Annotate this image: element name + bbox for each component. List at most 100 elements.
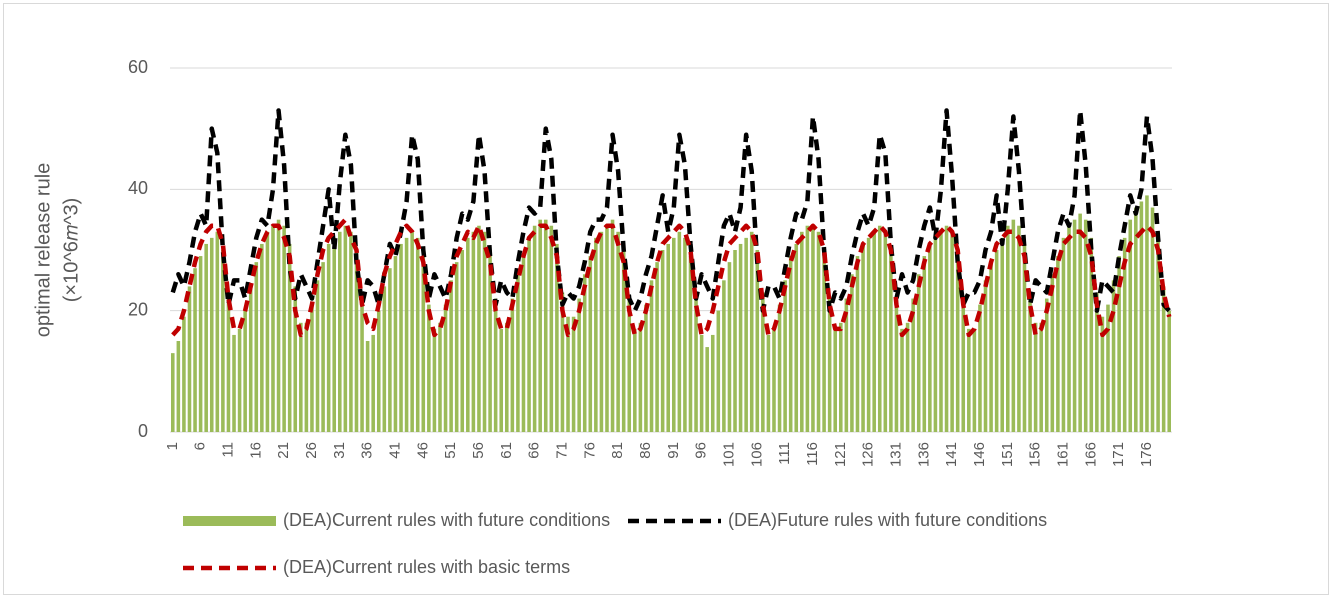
bar xyxy=(176,341,181,432)
bar xyxy=(944,225,949,432)
bar xyxy=(922,256,927,432)
bar xyxy=(443,304,448,432)
bar xyxy=(499,328,503,432)
bar xyxy=(365,341,370,432)
bar xyxy=(928,243,932,432)
bar xyxy=(816,231,821,432)
bar xyxy=(349,231,353,432)
bar xyxy=(872,231,876,432)
bar xyxy=(889,250,893,432)
bar xyxy=(488,250,492,432)
bar xyxy=(571,316,576,432)
bar xyxy=(1022,243,1027,432)
bar xyxy=(733,250,737,432)
bar xyxy=(332,237,336,432)
x-tick-label: 76 xyxy=(581,442,598,459)
y-tick-label: 40 xyxy=(128,178,148,198)
bar xyxy=(171,353,175,432)
bar xyxy=(677,231,682,432)
bar xyxy=(827,298,832,432)
bar xyxy=(326,243,331,432)
bar xyxy=(193,268,197,432)
y-tick-label: 20 xyxy=(128,299,148,319)
x-tick-label: 146 xyxy=(971,442,988,467)
bar xyxy=(800,231,804,432)
bar xyxy=(1167,310,1171,432)
x-tick-label: 71 xyxy=(553,442,570,459)
bar xyxy=(321,262,325,432)
bar xyxy=(699,334,704,432)
bar xyxy=(549,225,554,432)
line xyxy=(171,217,1172,338)
bar xyxy=(1128,219,1133,432)
bar xyxy=(961,298,966,432)
bar xyxy=(777,304,782,432)
bar xyxy=(683,237,687,432)
x-tick-label: 96 xyxy=(693,442,710,459)
bar xyxy=(1106,304,1110,432)
bar xyxy=(276,219,281,432)
bar xyxy=(410,231,414,432)
x-tick-label: 151 xyxy=(999,442,1016,467)
bar xyxy=(900,328,904,432)
bar xyxy=(371,334,375,432)
x-tick-label: 141 xyxy=(943,442,960,467)
x-tick-label: 6 xyxy=(192,442,209,450)
bar xyxy=(783,280,787,432)
bar xyxy=(510,298,515,432)
bar xyxy=(1161,286,1166,432)
bar xyxy=(304,322,309,432)
bar xyxy=(883,231,888,432)
bar xyxy=(421,256,426,432)
x-tick-label: 36 xyxy=(359,442,376,459)
x-tick-label: 111 xyxy=(776,442,793,465)
bar xyxy=(1139,201,1144,432)
bar xyxy=(905,322,910,432)
bar xyxy=(1050,274,1055,432)
x-tick-label: 86 xyxy=(637,442,654,459)
bar xyxy=(454,262,459,432)
x-tick-label: 131 xyxy=(887,442,904,467)
bar xyxy=(644,304,648,432)
bar xyxy=(187,286,192,432)
x-tick-label: 91 xyxy=(665,442,682,459)
bar xyxy=(1089,237,1094,432)
x-tick-label: 116 xyxy=(804,442,821,466)
bar xyxy=(983,280,988,432)
x-tick-label: 126 xyxy=(860,442,877,467)
bar xyxy=(260,243,264,432)
bar xyxy=(1100,316,1105,432)
bar xyxy=(1078,213,1082,432)
bar xyxy=(354,250,359,432)
bar xyxy=(477,225,481,432)
bar xyxy=(766,334,771,432)
bar xyxy=(705,347,709,432)
bar xyxy=(1056,256,1060,432)
bar xyxy=(1000,237,1004,432)
bar xyxy=(1156,237,1160,432)
bar xyxy=(560,292,565,432)
x-tick-label: 31 xyxy=(331,442,348,459)
bar xyxy=(399,243,403,432)
bar xyxy=(638,322,643,432)
bar xyxy=(427,304,431,432)
bar xyxy=(388,268,392,432)
bar xyxy=(666,243,670,432)
bar xyxy=(343,225,348,432)
bar xyxy=(749,231,754,432)
x-tick-label: 16 xyxy=(247,442,264,459)
bar xyxy=(850,274,854,432)
bar xyxy=(738,243,743,432)
bar xyxy=(588,256,593,432)
bar xyxy=(933,237,938,432)
x-tick-label: 136 xyxy=(915,442,932,467)
x-tick-label: 101 xyxy=(720,442,737,467)
y-axis-unit: (×10^6𝑚^3) xyxy=(60,198,82,303)
bar xyxy=(521,256,526,432)
bar xyxy=(694,298,698,432)
bar xyxy=(939,231,943,432)
bar xyxy=(382,286,387,432)
bar xyxy=(438,322,442,432)
bar xyxy=(482,231,487,432)
bar xyxy=(1134,207,1138,432)
